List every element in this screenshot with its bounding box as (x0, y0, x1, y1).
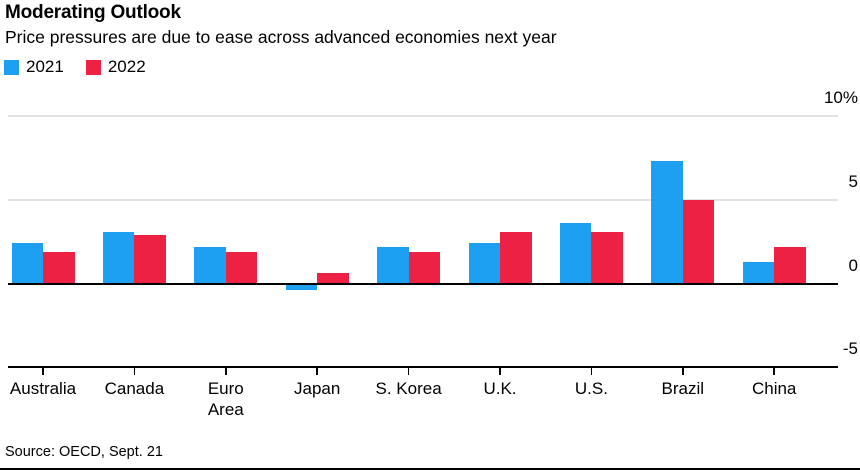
legend-swatch-2021-icon (4, 59, 19, 75)
bar-china-2022 (774, 246, 806, 284)
x-axis-line (8, 366, 838, 368)
bar-u-k-2021 (468, 243, 500, 284)
zero-line (8, 282, 838, 285)
x-label-australia: Australia (9, 379, 77, 398)
chart-subtitle: Price pressures are due to ease across a… (5, 27, 557, 47)
x-label-s-korea: S. Korea (375, 379, 442, 398)
gridline-10 (8, 115, 838, 118)
legend-swatch-2022-icon (85, 59, 101, 75)
y-label-5: 5 (848, 171, 858, 191)
source-note: Source: OECD, Sept. 21 (5, 444, 163, 460)
x-tick-u-s (590, 367, 593, 375)
bottom-rule (0, 468, 860, 470)
bar-u-s-2021 (559, 223, 592, 284)
chart-title: Moderating Outlook (5, 2, 181, 23)
x-label-china: China (751, 379, 797, 398)
bar-euro-area-2022 (225, 251, 258, 284)
bar-australia-2021 (11, 243, 43, 284)
bar-japan-2022 (317, 273, 349, 284)
x-tick-u-k (499, 367, 501, 375)
plot-area: Australia Canada Euro Area Japan S. Korea U.K… (0, 88, 860, 426)
x-label-brazil: Brazil (661, 379, 705, 398)
x-tick-china (773, 367, 775, 375)
x-tick-canada (133, 367, 136, 375)
bar-u-s-2022 (591, 231, 623, 284)
x-tick-euro-area (225, 367, 227, 375)
bar-u-k-2022 (500, 231, 532, 284)
x-tick-japan (316, 367, 318, 375)
bar-brazil-2022 (682, 199, 715, 284)
x-label-canada: Canada (104, 379, 165, 398)
bar-s-korea-2022 (408, 251, 441, 284)
bar-japan-2021 (285, 283, 318, 291)
bar-australia-2022 (43, 251, 75, 284)
legend-label-2022: 2022 (107, 57, 146, 76)
legend: 2021 2022 (4, 57, 146, 77)
legend-item-2021: 2021 (4, 57, 64, 77)
legend-item-2022: 2022 (85, 57, 146, 77)
x-label-japan: Japan (294, 379, 341, 398)
x-label-u-k: U.K. (483, 379, 517, 398)
x-tick-australia (42, 367, 44, 375)
bar-brazil-2021 (651, 161, 683, 284)
bar-s-korea-2021 (377, 246, 409, 284)
bar-canada-2021 (102, 231, 135, 284)
bar-china-2021 (742, 261, 775, 284)
bar-canada-2022 (134, 234, 166, 284)
legend-label-2021: 2021 (26, 57, 64, 76)
x-tick-brazil (682, 367, 684, 375)
y-label--5: -5 (842, 339, 858, 359)
y-label-10: 10% (823, 88, 858, 108)
x-label-u-s: U.S. (574, 379, 608, 398)
bar-euro-area-2021 (194, 246, 226, 284)
gridline-5 (8, 198, 838, 201)
x-tick-s-korea (407, 367, 410, 375)
y-label-0: 0 (848, 255, 858, 275)
x-label-euro-area: Euro Area (207, 379, 244, 420)
